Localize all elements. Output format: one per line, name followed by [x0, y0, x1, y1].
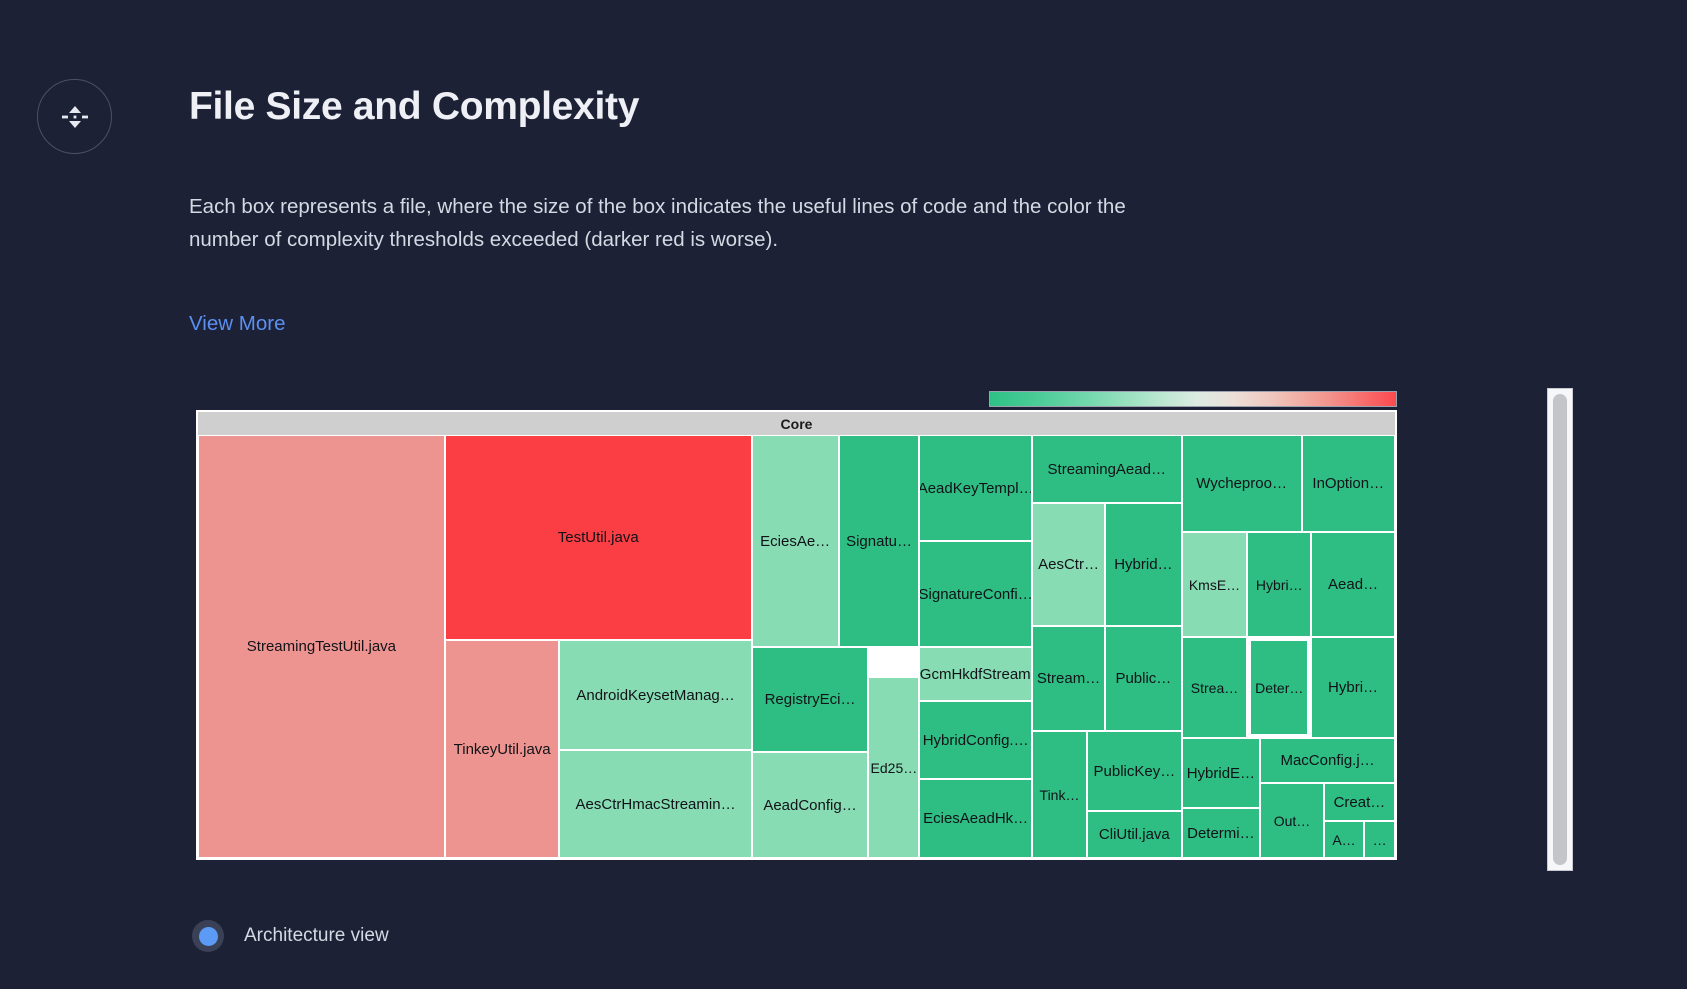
treemap-cell[interactable]: Deter…	[1247, 637, 1312, 738]
treemap-cell-label: Stream…	[1036, 670, 1101, 687]
treemap-cell[interactable]: KmsE…	[1181, 532, 1248, 637]
treemap-cell[interactable]: EciesAeadHk…	[919, 779, 1032, 858]
treemap-cell-label: Tink…	[1039, 786, 1080, 803]
architecture-view-label: Architecture view	[244, 925, 389, 946]
treemap-cell-label: AesCtr…	[1038, 556, 1099, 573]
treemap-cell-label: Ed25…	[870, 759, 918, 776]
treemap-cell-label: KmsE…	[1188, 576, 1241, 593]
move-vertical-icon[interactable]	[37, 79, 112, 154]
treemap-cell[interactable]: Hybri…	[1247, 532, 1312, 637]
treemap-cell[interactable]: RegistryEci…	[751, 647, 869, 752]
treemap-cell[interactable]: Stream…	[1031, 626, 1106, 731]
page-title: File Size and Complexity	[189, 85, 640, 128]
treemap-cell-label: HybridE…	[1186, 764, 1256, 782]
treemap-cell[interactable]: Public…	[1105, 626, 1182, 731]
treemap-cell[interactable]: Strea…	[1181, 637, 1248, 738]
treemap-cell-label: AndroidKeysetManag…	[576, 686, 735, 704]
treemap-cell-label: TinkeyUtil.java	[453, 740, 551, 758]
treemap-cell-label: Aead…	[1328, 576, 1379, 593]
treemap-cells-container: StreamingTestUtil.java TestUtil.java Tinke…	[198, 435, 1395, 858]
treemap-cell-label: InOption…	[1312, 475, 1385, 492]
treemap-cell[interactable]: Aead…	[1311, 532, 1395, 637]
treemap-cell[interactable]: StreamingTestUtil.java	[198, 435, 445, 858]
treemap-cell[interactable]: EciesAe…	[751, 435, 839, 647]
treemap-cell-label: AesGcmHkdfStreamin…	[919, 665, 1031, 683]
treemap-cell-label: HybridConfig.…	[922, 731, 1029, 749]
treemap-cell-label: EciesAeadHk…	[923, 810, 1029, 827]
treemap-cell-label: SignatureConfi…	[919, 585, 1032, 603]
treemap-cell-label: Hybrid…	[1114, 556, 1173, 573]
treemap-cell[interactable]: Wycheproo…	[1181, 435, 1302, 532]
radio-dot-icon	[198, 926, 218, 946]
treemap-cell[interactable]: Tink…	[1031, 731, 1088, 858]
treemap-cell-label: Determi…	[1187, 824, 1255, 842]
treemap-cell[interactable]: AeadKeyTempl…	[919, 435, 1032, 541]
page-description: Each box represents a file, where the si…	[189, 195, 1126, 251]
treemap-cell-label: PublicKey…	[1093, 762, 1176, 780]
treemap-cell-label: StreamingTestUtil.java	[246, 638, 397, 655]
treemap-cell-label: Creat…	[1333, 793, 1386, 811]
treemap-cell[interactable]: AeadConfig…	[751, 752, 869, 858]
treemap-cell-label: Out…	[1273, 812, 1311, 829]
treemap-cell[interactable]: Determi…	[1181, 808, 1261, 858]
treemap-cell[interactable]: CliUtil.java	[1087, 811, 1182, 858]
treemap-cell[interactable]: A…	[1323, 821, 1365, 858]
treemap-cell-label: CliUtil.java	[1098, 826, 1170, 843]
treemap-cell[interactable]: InOption…	[1301, 435, 1395, 532]
treemap-cell[interactable]: HybridE…	[1181, 738, 1261, 808]
treemap-cell[interactable]: AndroidKeysetManag…	[559, 640, 752, 750]
treemap-cell-label: Public…	[1115, 670, 1172, 687]
treemap-cell-label: TestUtil.java	[557, 529, 639, 546]
vertical-scrollbar-thumb[interactable]	[1553, 394, 1567, 865]
treemap-cell[interactable]: Hybri…	[1311, 637, 1395, 738]
treemap-cell[interactable]: SignatureConfi…	[919, 541, 1032, 647]
treemap-cell[interactable]: Hybrid…	[1105, 503, 1182, 626]
treemap-cell[interactable]: TestUtil.java	[444, 435, 752, 640]
treemap-cell[interactable]: StreamingAead…	[1031, 435, 1182, 503]
treemap-cell[interactable]: …	[1364, 821, 1395, 858]
treemap-cell-label: RegistryEci…	[764, 691, 856, 708]
complexity-color-legend	[989, 391, 1397, 407]
treemap-cell[interactable]: PublicKey…	[1087, 731, 1182, 811]
treemap-cell-label: Signatu…	[846, 532, 912, 550]
treemap-cell[interactable]: Creat…	[1323, 783, 1395, 821]
treemap-cell-label: …	[1372, 831, 1387, 848]
treemap-cell-label: AeadKeyTempl…	[919, 479, 1032, 497]
treemap-cell[interactable]: HybridConfig.…	[919, 701, 1032, 779]
treemap-group-header: Core	[198, 412, 1395, 435]
treemap-cell-label: A…	[1332, 831, 1356, 848]
view-more-link[interactable]: View More	[189, 312, 286, 335]
treemap-cell[interactable]: Signatu…	[838, 435, 920, 647]
treemap-cell[interactable]: MacConfig.j…	[1260, 738, 1395, 783]
treemap-cell[interactable]: AesCtr…	[1031, 503, 1106, 626]
treemap-cell-label: Strea…	[1190, 679, 1239, 696]
treemap-cell[interactable]: AesCtrHmacStreamin…	[559, 750, 752, 858]
treemap-cell-label: Hybri…	[1328, 679, 1379, 696]
architecture-view-radio[interactable]	[192, 920, 224, 952]
treemap-cell-label: MacConfig.j…	[1280, 752, 1375, 769]
treemap-cell-label: Hybri…	[1255, 576, 1303, 593]
treemap-chart[interactable]: Core StreamingTestUtil.java TestUtil.java…	[196, 410, 1397, 860]
treemap-cell-label: StreamingAead…	[1047, 460, 1166, 478]
treemap-cell-label: AesCtrHmacStreamin…	[575, 795, 736, 813]
treemap-cell[interactable]: AesGcmHkdfStreamin…	[919, 647, 1032, 701]
view-mode-toggle[interactable]: Architecture view	[192, 920, 389, 952]
treemap-cell[interactable]: TinkeyUtil.java	[444, 640, 560, 858]
treemap-cell[interactable]: Ed25…	[868, 677, 920, 858]
treemap-cell-label: Wycheproo…	[1196, 475, 1287, 492]
treemap-cell[interactable]: Out…	[1260, 783, 1324, 858]
treemap-cell-label: AeadConfig…	[763, 796, 857, 814]
treemap-cell-label: EciesAe…	[760, 532, 831, 550]
treemap-cell-label: Deter…	[1255, 679, 1304, 696]
